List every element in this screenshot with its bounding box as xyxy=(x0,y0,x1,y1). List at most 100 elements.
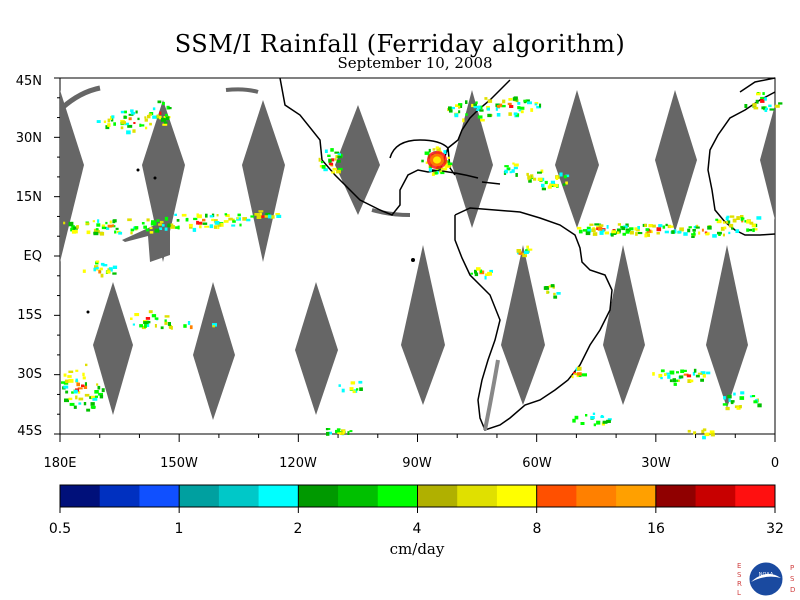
rain-pixel xyxy=(193,217,198,221)
rain-pixel xyxy=(540,169,544,173)
rain-pixel xyxy=(753,106,759,110)
rain-pixel xyxy=(746,220,751,224)
rain-pixel xyxy=(152,221,157,226)
rain-pixel xyxy=(101,224,106,227)
rain-pixel xyxy=(518,251,523,255)
rain-pixel xyxy=(591,228,596,232)
logo-letter: R xyxy=(737,580,742,588)
swath-gap xyxy=(60,85,101,110)
rain-pixel xyxy=(107,118,110,123)
rain-pixel xyxy=(141,222,145,225)
rain-pixel xyxy=(165,113,168,117)
colorbar-swatch xyxy=(218,485,260,507)
rain-pixel xyxy=(145,317,151,320)
rain-pixel xyxy=(428,168,432,172)
rain-pixel xyxy=(198,221,203,225)
rain-pixel xyxy=(105,221,108,225)
rain-pixel xyxy=(582,229,588,232)
rain-pixel xyxy=(325,428,329,431)
rain-pixel xyxy=(209,215,214,218)
rain-pixel xyxy=(231,224,236,227)
noaa-emblem-text: NOAA xyxy=(759,572,774,578)
rain-pixel xyxy=(723,396,726,400)
rain-pixel xyxy=(237,213,241,217)
rain-pixel xyxy=(762,92,765,95)
rain-pixel xyxy=(130,231,133,235)
logo-letter: S xyxy=(737,571,742,579)
rain-pixel xyxy=(133,122,136,124)
rain-pixel xyxy=(212,325,215,328)
rain-pixel xyxy=(476,267,481,271)
rain-pixel xyxy=(159,220,164,224)
rain-pixel xyxy=(549,183,554,186)
rain-pixel xyxy=(580,422,585,425)
coastline-europe xyxy=(739,77,776,93)
rain-pixel xyxy=(530,108,534,112)
rain-pixel xyxy=(107,123,111,127)
rain-pixel xyxy=(442,167,448,171)
rain-pixel xyxy=(744,104,748,108)
rain-pixel xyxy=(84,393,90,397)
colorbar-swatch xyxy=(338,485,379,507)
rain-pixel xyxy=(445,160,450,163)
rain-pixel xyxy=(553,183,559,188)
rain-pixel xyxy=(523,250,529,254)
rain-pixel xyxy=(328,428,331,430)
swath-gap xyxy=(706,245,748,408)
rain-pixel xyxy=(350,381,356,385)
rain-pixel xyxy=(236,217,239,220)
logo-letter: S xyxy=(790,575,795,583)
rain-pixel xyxy=(484,97,488,100)
rain-pixel xyxy=(537,177,543,181)
lon-label: 150W xyxy=(160,456,198,471)
rain-pixel xyxy=(319,165,322,168)
rain-pixel xyxy=(484,275,487,280)
rain-pixel xyxy=(592,412,596,415)
rain-pixel xyxy=(149,122,152,126)
rain-pixel xyxy=(475,101,478,104)
rain-pixel xyxy=(749,221,754,225)
rain-pixel xyxy=(133,226,136,231)
rain-pixel xyxy=(225,214,230,217)
rain-pixel xyxy=(688,226,692,229)
rain-pixel xyxy=(254,213,260,216)
rain-pixel xyxy=(447,162,453,166)
rain-pixel xyxy=(127,218,132,222)
rain-pixel xyxy=(671,230,675,234)
rain-pixel xyxy=(130,228,135,232)
rain-pixel xyxy=(496,113,501,117)
rain-pixel xyxy=(658,224,663,228)
rain-pixel xyxy=(480,269,483,273)
lat-label: 15N xyxy=(15,190,42,205)
rain-pixel xyxy=(349,430,353,433)
noaa-logo: E S R L P S D NOAA xyxy=(737,561,795,597)
rain-pixel xyxy=(432,148,436,151)
rain-pixel xyxy=(120,126,124,130)
rain-pixel xyxy=(347,431,350,435)
rain-pixel xyxy=(336,160,341,163)
rain-pixel xyxy=(107,268,112,272)
rain-pixel xyxy=(753,228,758,231)
colorbar-swatch xyxy=(99,485,140,507)
rain-pixel xyxy=(104,226,108,230)
rain-pixel xyxy=(546,290,549,294)
rain-pixel xyxy=(112,224,115,227)
colorbar-swatch xyxy=(139,485,180,507)
rain-pixel xyxy=(267,214,272,219)
swath-gap xyxy=(501,245,545,405)
rain-pixel xyxy=(559,172,563,177)
rain-pixel xyxy=(646,229,652,233)
rain-pixel xyxy=(158,115,162,120)
rain-pixel xyxy=(106,270,111,274)
rain-pixel xyxy=(118,231,123,235)
coastline-north-america xyxy=(279,77,511,216)
colorbar-tick-label: 4 xyxy=(412,521,422,537)
rain-pixel xyxy=(669,225,674,228)
rain-pixel xyxy=(135,110,138,114)
rain-pixel xyxy=(534,103,538,106)
rain-pixel xyxy=(168,107,172,110)
rain-pixel xyxy=(134,226,139,230)
rain-pixel xyxy=(192,227,197,232)
rain-pixel xyxy=(90,396,95,399)
rain-pixel xyxy=(736,216,740,220)
